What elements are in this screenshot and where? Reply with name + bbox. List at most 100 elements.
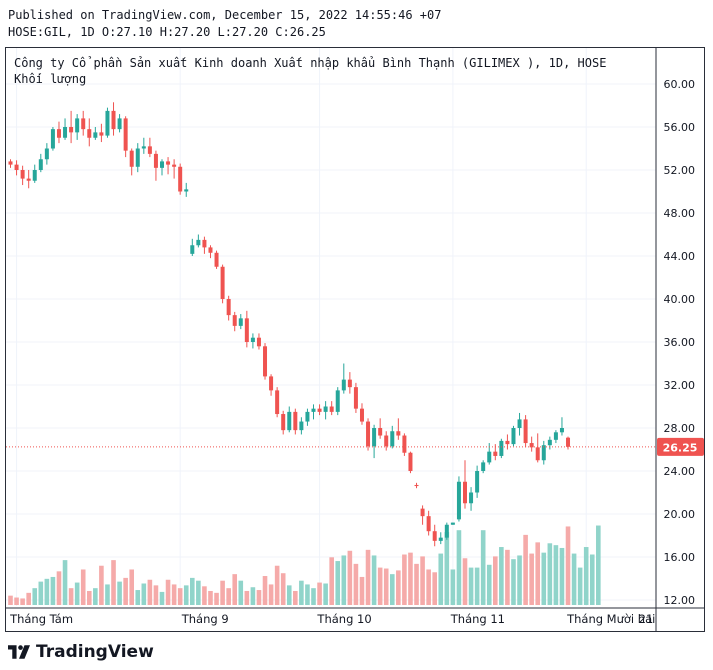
volume-bar — [414, 563, 419, 605]
volume-bar — [493, 556, 498, 605]
candle-body — [287, 411, 292, 431]
candle-body — [238, 318, 243, 326]
y-tick-label: 16.00 — [664, 551, 696, 564]
volume-bar — [250, 587, 256, 605]
candle-body — [135, 148, 140, 167]
candle-body — [366, 421, 371, 447]
candle-body — [559, 428, 564, 433]
candle-body — [99, 132, 104, 136]
volume-bar — [383, 568, 389, 605]
candle-body — [426, 516, 431, 532]
chart-frame[interactable] — [5, 47, 705, 632]
volume-bar — [596, 525, 601, 605]
volume-bar — [541, 552, 547, 605]
x-tick-label: Tháng Tám — [9, 612, 73, 626]
tradingview-logo[interactable]: TradingView — [8, 641, 154, 663]
x-tick-label: 21 — [639, 612, 654, 626]
candle-body — [517, 419, 522, 428]
volume-bar — [341, 555, 347, 605]
y-tick-label: 12.00 — [664, 594, 696, 607]
chart-canvas[interactable]: 60.00 56.00 52.00 48.00 44.00 40.00 36.00 32.00… — [0, 0, 713, 640]
volume-bar — [147, 579, 153, 605]
volume-bar — [56, 571, 62, 605]
candle-body — [529, 443, 534, 448]
volume-bar — [196, 580, 201, 605]
candle-body — [463, 481, 467, 504]
volume-bar — [547, 543, 553, 605]
volume-bar — [577, 567, 583, 605]
volume-bar — [111, 560, 116, 605]
candle-body — [469, 492, 474, 504]
volume-bar — [268, 584, 274, 605]
candle-body — [50, 129, 55, 149]
volume-bar — [14, 597, 19, 605]
candle-body — [269, 376, 274, 391]
candle-body — [93, 132, 98, 138]
x-tick-label: Tháng 9 — [181, 612, 229, 626]
volume-bar — [529, 553, 534, 605]
candle-body — [166, 161, 171, 165]
candle-body — [378, 428, 383, 436]
volume-bar — [202, 586, 207, 605]
candle-body — [329, 406, 334, 412]
x-tick-label: Tháng 10 — [316, 612, 371, 626]
chart-legend-title: Công ty Cổ phần Sản xuất Kinh doanh Xuất… — [14, 56, 607, 70]
volume-bar — [377, 567, 383, 605]
last-price-badge — [657, 437, 704, 456]
volume-bar — [359, 576, 365, 605]
candle-body — [75, 118, 80, 133]
volume-bar — [153, 585, 159, 605]
candle-body — [226, 299, 231, 316]
candle-body — [493, 451, 498, 456]
candle-body — [311, 408, 316, 412]
candle-body — [487, 451, 492, 463]
last-price-label: 26.25 — [663, 441, 698, 454]
candle-body — [123, 118, 128, 151]
volume-bar — [214, 592, 219, 605]
candle-body — [414, 484, 419, 487]
y-tick-label: 36.00 — [664, 336, 696, 349]
candle-body — [535, 447, 540, 461]
volume-bar — [93, 588, 98, 605]
candle-body — [481, 462, 486, 471]
candle-body — [347, 379, 352, 388]
published-line: Published on TradingView.com, December 1… — [8, 8, 442, 22]
volume-bar — [80, 569, 86, 605]
brand-name: TradingView — [36, 642, 154, 662]
candle-body — [438, 537, 443, 541]
volume-bar — [208, 590, 213, 605]
candle-body — [305, 411, 310, 422]
volume-bar — [323, 583, 328, 605]
volume-bar — [183, 585, 189, 605]
candle-body — [26, 178, 31, 181]
candle-body — [63, 127, 68, 138]
candle-body — [81, 118, 86, 130]
candle-body — [20, 170, 25, 179]
candle-body — [402, 435, 407, 453]
volume-bar — [444, 532, 450, 605]
volume-bar — [389, 574, 395, 605]
y-tick-label: 40.00 — [664, 293, 696, 306]
volume-bar — [8, 595, 13, 605]
candle-body — [32, 170, 37, 181]
volume-bar — [420, 556, 425, 605]
y-tick-label: 44.00 — [664, 250, 696, 263]
candle-body — [8, 161, 13, 165]
candle-body — [196, 239, 201, 246]
candle-body — [190, 245, 195, 254]
y-tick-label: 56.00 — [664, 121, 696, 134]
volume-bar — [232, 574, 238, 605]
volume-bar — [583, 547, 589, 605]
y-tick-label: 48.00 — [664, 207, 696, 220]
volume-bar — [299, 580, 304, 605]
volume-bar — [165, 579, 171, 605]
candle-body — [38, 159, 43, 170]
volume-bar — [286, 585, 292, 605]
candle-body — [141, 146, 146, 149]
volume-bar — [274, 565, 280, 605]
volume-bar — [44, 578, 50, 605]
candle-body — [87, 129, 92, 138]
candle-body — [505, 440, 510, 445]
candle-body — [111, 110, 116, 130]
candle-body — [566, 437, 571, 447]
